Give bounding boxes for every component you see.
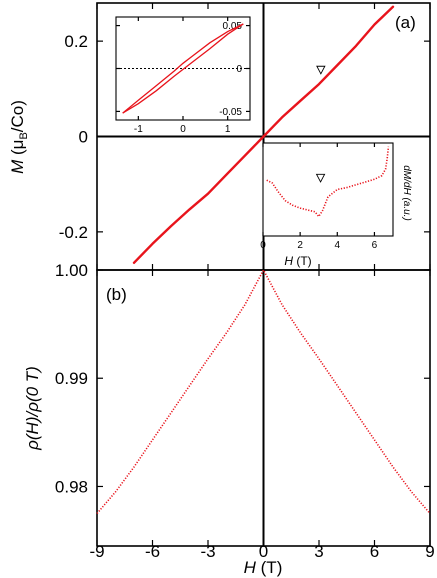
panel-b-xtick-label: -3: [200, 542, 215, 561]
inset-hysteresis-branch-1: [122, 23, 244, 114]
xlabel-b-rest: (T): [256, 558, 282, 577]
inset-derivative-xtick-label: 0: [260, 240, 266, 251]
inset-derivative-frame: [262, 142, 394, 237]
xlabel-inset-rest: (T): [293, 254, 312, 268]
panel-b-label: (b): [106, 285, 127, 304]
panel-b-ylabel: ρ(H)/ρ(0 T): [23, 366, 42, 451]
panel-b-ytick-label: 0.98: [55, 477, 88, 496]
inset-derivative-xtick-label: 4: [335, 240, 341, 251]
panel-a-series-line: [132, 5, 395, 264]
panel-b-ytick-label: 0.99: [55, 369, 88, 388]
panel-a-ytick-label: -0.2: [59, 223, 88, 242]
inset-hysteresis-ytick-label: -0.05: [219, 107, 242, 118]
panel-a-ytick-label: 0: [79, 128, 88, 147]
inset-derivative-ylabel: dM/dH (a.u.): [401, 165, 412, 221]
inset-hysteresis-xtick-label: 0: [180, 124, 186, 135]
panel-b-xtick-label: 6: [370, 542, 379, 561]
ylabel-a-main: M: [8, 159, 27, 174]
ylabel-a-rest: /Co): [8, 100, 27, 132]
panel-b-xtick-label: -9: [89, 542, 104, 561]
panel-b-series-line: [96, 268, 431, 515]
inset-derivative-transition-marker: [315, 173, 326, 183]
inset-hysteresis-ytick-label: 0: [236, 64, 242, 75]
inset-derivative: 0 2 4 6: [260, 142, 394, 251]
panel-a-transition-marker: [316, 65, 326, 75]
xlabel-inset-main: H: [284, 254, 293, 268]
inset-hysteresis-ytick-label: 0.05: [223, 21, 243, 32]
ylabel-a-open: (μ: [8, 140, 27, 160]
panel-b-xtick-label: 3: [314, 542, 323, 561]
panel-a-ylabel: M (μB/Co): [8, 100, 30, 174]
panel-b-xlabel: H (T): [244, 558, 283, 577]
inset-hysteresis: 0.05 0 -0.05 -1 0 1: [115, 16, 251, 135]
panel-b-xtick-label: 9: [425, 542, 434, 561]
inset-hysteresis-xtick-label: -1: [134, 124, 143, 135]
panel-b-ytick-label: 1.00: [55, 261, 88, 280]
inset-hysteresis-xtick-label: 1: [225, 124, 231, 135]
panel-b: 1.00 0.99 0.98 -9 -6 -3 0 3 6 9: [55, 261, 435, 561]
inset-hysteresis-branch-2: [122, 23, 244, 114]
panel-b-xtick-label: -6: [145, 542, 160, 561]
panel-b-xtick-label: 0: [259, 542, 268, 561]
inset-derivative-xtick-label: 2: [297, 240, 303, 251]
panel-a-ytick-label: 0.2: [64, 32, 88, 51]
inset-derivative-xtick-label: 6: [372, 240, 378, 251]
inset-derivative-xlabel: H (T): [284, 254, 311, 268]
ylabel-a-sub: B: [18, 132, 30, 139]
xlabel-b-main: H: [244, 558, 257, 577]
panel-a-label: (a): [395, 13, 416, 32]
